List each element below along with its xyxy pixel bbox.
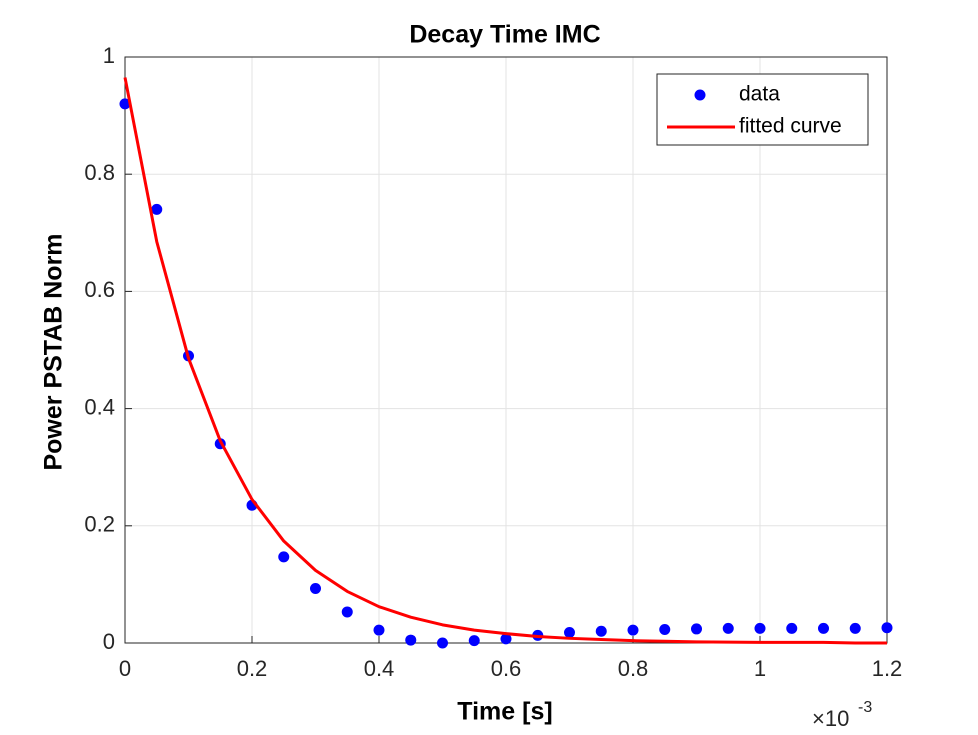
- x-tick-label: 1.2: [872, 656, 903, 681]
- x-axis-label: Time [s]: [457, 698, 552, 726]
- data-point: [849, 622, 861, 634]
- y-tick-label: 0.6: [84, 277, 115, 302]
- chart-title: Decay Time IMC: [409, 21, 600, 49]
- data-point: [818, 622, 829, 634]
- x-tick-label: 0.6: [491, 656, 522, 681]
- legend-box: [656, 73, 869, 146]
- fitted-line: [123, 77, 887, 645]
- y-axis-label: Power PSTAB Norm: [40, 233, 68, 470]
- y-tick-label: 0.4: [84, 394, 115, 419]
- data-point: [564, 626, 575, 638]
- data-point: [786, 622, 798, 634]
- legend-label: data: [739, 83, 780, 106]
- data-point: [627, 624, 639, 636]
- data-point: [151, 203, 163, 215]
- legend-marker: [694, 89, 706, 101]
- data-point: [691, 623, 702, 635]
- x-multiplier-exponent: -3: [858, 699, 872, 716]
- data-point: [468, 635, 480, 647]
- data-point: [373, 624, 385, 636]
- data-point: [278, 551, 290, 563]
- data-point: [659, 624, 671, 636]
- data-point: [500, 633, 512, 645]
- x-tick-label: 1: [754, 656, 766, 681]
- legend-label: fitted curve: [739, 115, 842, 138]
- x-tick-label: 0.2: [237, 656, 268, 681]
- y-tick-label: 1: [103, 43, 115, 68]
- data-point: [405, 634, 417, 646]
- x-tick-label: 0.4: [364, 656, 395, 681]
- data-point: [754, 622, 766, 634]
- data-point: [119, 98, 131, 110]
- x-tick-label: 0: [119, 656, 131, 681]
- x-multiplier: ×10: [812, 706, 849, 731]
- data-point: [595, 625, 607, 637]
- x-tick-label: 0.8: [618, 656, 649, 681]
- data-point: [341, 606, 353, 618]
- y-tick-label: 0: [103, 629, 115, 654]
- data-point: [437, 637, 448, 649]
- data-point: [881, 622, 893, 634]
- y-tick-label: 0.2: [84, 512, 115, 537]
- data-point: [722, 622, 734, 634]
- data-point: [310, 583, 321, 595]
- y-tick-label: 0.8: [84, 160, 115, 185]
